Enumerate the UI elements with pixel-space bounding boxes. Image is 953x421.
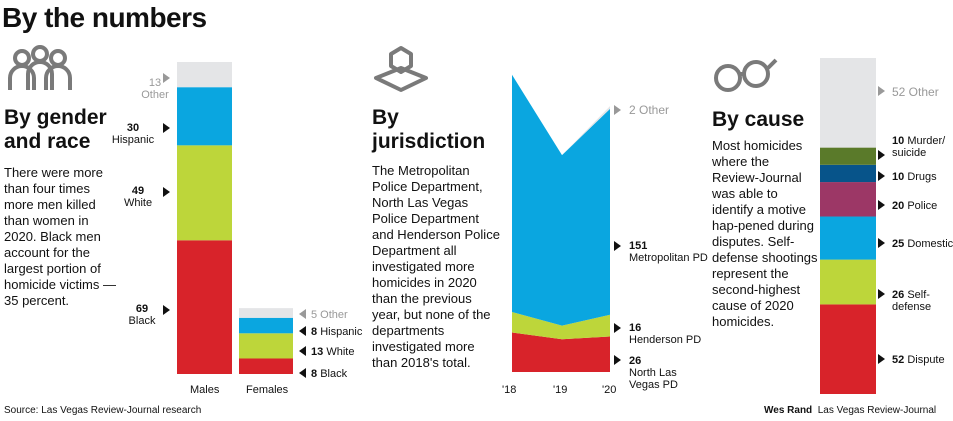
source-note: Source: Las Vegas Review-Journal researc… [4, 405, 202, 416]
bar-cause-other [820, 58, 876, 148]
arrow-cause-domestic [878, 238, 885, 248]
badge-icon [374, 46, 428, 92]
bar-cause-domestic [820, 216, 876, 260]
arrow-cause-other [878, 86, 885, 96]
arrow-male-black [163, 305, 170, 315]
bar-cause-police [820, 182, 876, 217]
female-white-label: 13 White [311, 346, 355, 358]
bar-males-black [177, 240, 232, 374]
bar-males-white [177, 145, 232, 241]
jur-nlv-label: 26 North Las Vegas PD [629, 355, 678, 391]
gender-race-text: There were more than four times more men… [4, 165, 116, 308]
bar-females-hispanic [239, 317, 293, 334]
cause-drugs-label: 10 Drugs [892, 171, 937, 183]
arrow-female-white [299, 346, 306, 356]
area-metropolitan-pd [512, 74, 610, 326]
jur-henderson-label: 16 Henderson PD [629, 322, 702, 346]
x-label-18: '18 [502, 384, 517, 396]
cause-selfdefense-label: 26 Self-defense [892, 289, 932, 313]
arrow-female-black [299, 368, 306, 378]
bar-cause-dispute [820, 304, 876, 394]
x-label-19: '19 [553, 384, 568, 396]
cause-dispute-label: 52 Dispute [892, 354, 945, 366]
bar-males-hispanic [177, 87, 232, 146]
males-axis-label: Males [190, 384, 220, 396]
arrow-male-hispanic [163, 123, 170, 133]
area-henderson-pd [512, 312, 610, 340]
jurisdiction-heading: By jurisdiction [372, 106, 486, 153]
cause-heading: By cause [712, 108, 805, 131]
arrow-cause-drugs [878, 171, 885, 181]
female-black-label: 8 Black [311, 368, 348, 380]
arrow-male-white [163, 187, 170, 197]
arrow-female-other [299, 309, 306, 319]
male-other-label: 13 Other [141, 77, 169, 101]
jur-metro-label: 151 Metropolitan PD [629, 240, 708, 264]
bar-females-black [239, 358, 293, 374]
people-icon [8, 45, 72, 90]
arrow-cause-murder [878, 150, 885, 160]
arrow-cause-selfdefense [878, 289, 885, 299]
arrow-female-hispanic [299, 326, 306, 336]
male-white-label: 49 White [123, 185, 153, 209]
female-other-label: 5 Other [311, 309, 348, 321]
arrow-jur-henderson [614, 323, 621, 333]
gender-race-heading: By gender and race [4, 106, 107, 153]
male-hispanic-label: 30 Hispanic [111, 122, 155, 146]
jur-other-label: 2 Other [629, 103, 670, 117]
cause-murder-label: 10 Murder/ suicide [892, 135, 946, 159]
cause-domestic-label: 25 Domestic [892, 238, 953, 250]
arrow-male-other [163, 73, 170, 83]
females-axis-label: Females [246, 384, 289, 396]
bar-cause-drugs [820, 164, 876, 183]
bar-cause-self-defense [820, 259, 876, 305]
bar-females-white [239, 333, 293, 359]
arrow-cause-dispute [878, 354, 885, 364]
x-label-20: '20 [602, 384, 617, 396]
cause-other-label: 52 Other [892, 85, 939, 99]
page-title: By the numbers [2, 2, 207, 33]
cause-text: Most homicides where the Review-Journal … [712, 138, 818, 329]
bar-males-other [177, 62, 232, 88]
jurisdiction-text: The Metropolitan Police Department, Nort… [372, 163, 500, 370]
area-north-las-vegas-pd [512, 332, 610, 372]
handcuffs-icon [714, 58, 778, 92]
arrow-jur-nlv [614, 355, 621, 365]
credit: Wes Rand Las Vegas Review-Journal [764, 405, 937, 416]
arrow-cause-police [878, 200, 885, 210]
female-hispanic-label: 8 Hispanic [311, 326, 363, 338]
bar-females-other [239, 308, 293, 318]
bar-cause-murder-suicide [820, 147, 876, 165]
male-black-label: 69 Black [128, 303, 156, 327]
arrow-jur-other [614, 105, 621, 115]
arrow-jur-metro [614, 241, 621, 251]
cause-police-label: 20 Police [892, 200, 938, 212]
